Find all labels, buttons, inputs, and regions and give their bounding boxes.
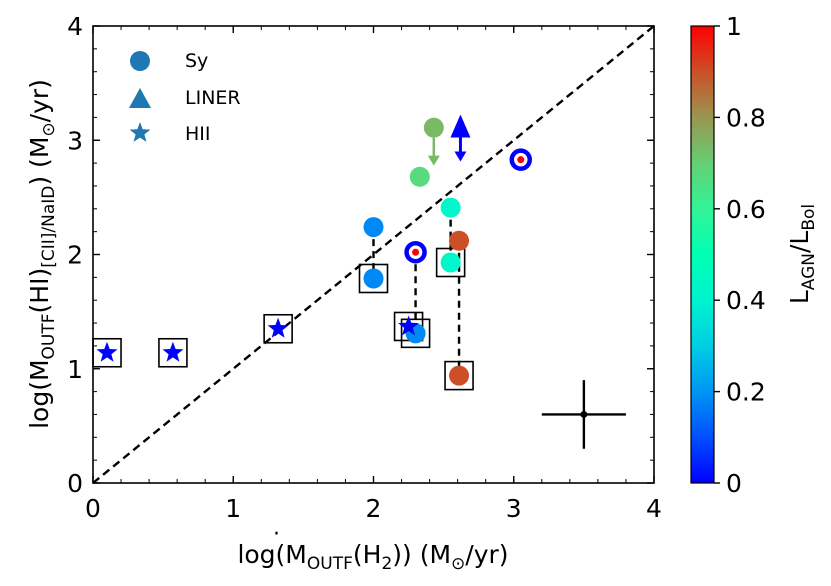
sy-point	[440, 197, 461, 218]
marker-box	[158, 337, 188, 368]
y-tick-label: 0	[67, 469, 83, 498]
marker-box	[400, 318, 431, 349]
upper-limit-arrow-head	[427, 155, 440, 166]
ring-point-center	[412, 248, 420, 256]
double-arrow-down-head	[454, 151, 467, 162]
y-tick-label: 4	[67, 12, 83, 41]
colorbar-tick-label: 0.2	[726, 378, 766, 407]
data-points	[96, 114, 533, 386]
hii-star-point	[96, 341, 118, 362]
marker-box	[358, 263, 389, 294]
x-tick-label: 2	[366, 494, 382, 523]
legend-label-hii: HII	[185, 123, 211, 145]
sy-point	[363, 217, 384, 238]
error-bar-center	[580, 410, 588, 418]
typical-error-bar	[541, 380, 626, 449]
x-tick-label: 0	[85, 494, 101, 523]
colorbar-ticks: 0 0.2 0.4 0.6 0.8 1	[714, 12, 766, 498]
marker-box	[435, 247, 466, 278]
ring-point-center	[517, 156, 525, 164]
x-tick-label: 1	[225, 494, 241, 523]
marker-box	[92, 337, 122, 368]
x-tick-label: 4	[646, 494, 662, 523]
hii-star-point	[267, 317, 289, 338]
legend: Sy LINER HII	[129, 50, 241, 145]
connector-lines	[372, 207, 461, 376]
colorbar-label: LAGN/LBol	[785, 204, 819, 304]
axis-ticks: 0 1 2 3 4 0 1 2 3 4	[67, 12, 662, 523]
y-tick-label: 3	[67, 126, 83, 155]
sy-point	[440, 252, 461, 273]
one-to-one-line	[92, 25, 655, 484]
double-arrow-up-head	[450, 114, 471, 138]
marker-box	[444, 360, 474, 391]
legend-circle-marker	[130, 51, 150, 71]
hii-star-point	[162, 341, 184, 362]
y-tick-label: 2	[67, 241, 83, 270]
legend-label-liner: LINER	[185, 87, 241, 109]
x-tick-label: 3	[506, 494, 522, 523]
marker-box	[263, 313, 293, 344]
sy-point	[409, 166, 430, 187]
legend-label-sy: Sy	[185, 50, 208, 72]
sy-point	[363, 268, 384, 289]
legend-triangle-marker	[129, 88, 151, 108]
hii-star-point	[398, 315, 419, 336]
legend-star-marker	[129, 122, 151, 142]
colorbar-tick-label: 0.6	[726, 195, 766, 224]
colorbar-tick-label: 0	[726, 469, 742, 498]
colorbar-tick-label: 1	[726, 12, 742, 41]
sy-point	[449, 365, 470, 386]
x-axis-label-dot: ·	[273, 522, 280, 547]
colorbar-tick-label: 0.8	[726, 103, 766, 132]
sy-point	[449, 230, 470, 251]
x-axis-label: log(MOUTF(H2)) (M⊙/yr)	[237, 540, 508, 574]
y-axis-label: log(MOUTF(HI)[CII]/NaID) (M⊙/yr)	[25, 79, 59, 429]
marker-boxes	[92, 247, 474, 391]
colorbar	[690, 25, 715, 484]
y-tick-label: 1	[67, 355, 83, 384]
sy-point	[423, 117, 444, 138]
colorbar-tick-label: 0.4	[726, 286, 766, 315]
